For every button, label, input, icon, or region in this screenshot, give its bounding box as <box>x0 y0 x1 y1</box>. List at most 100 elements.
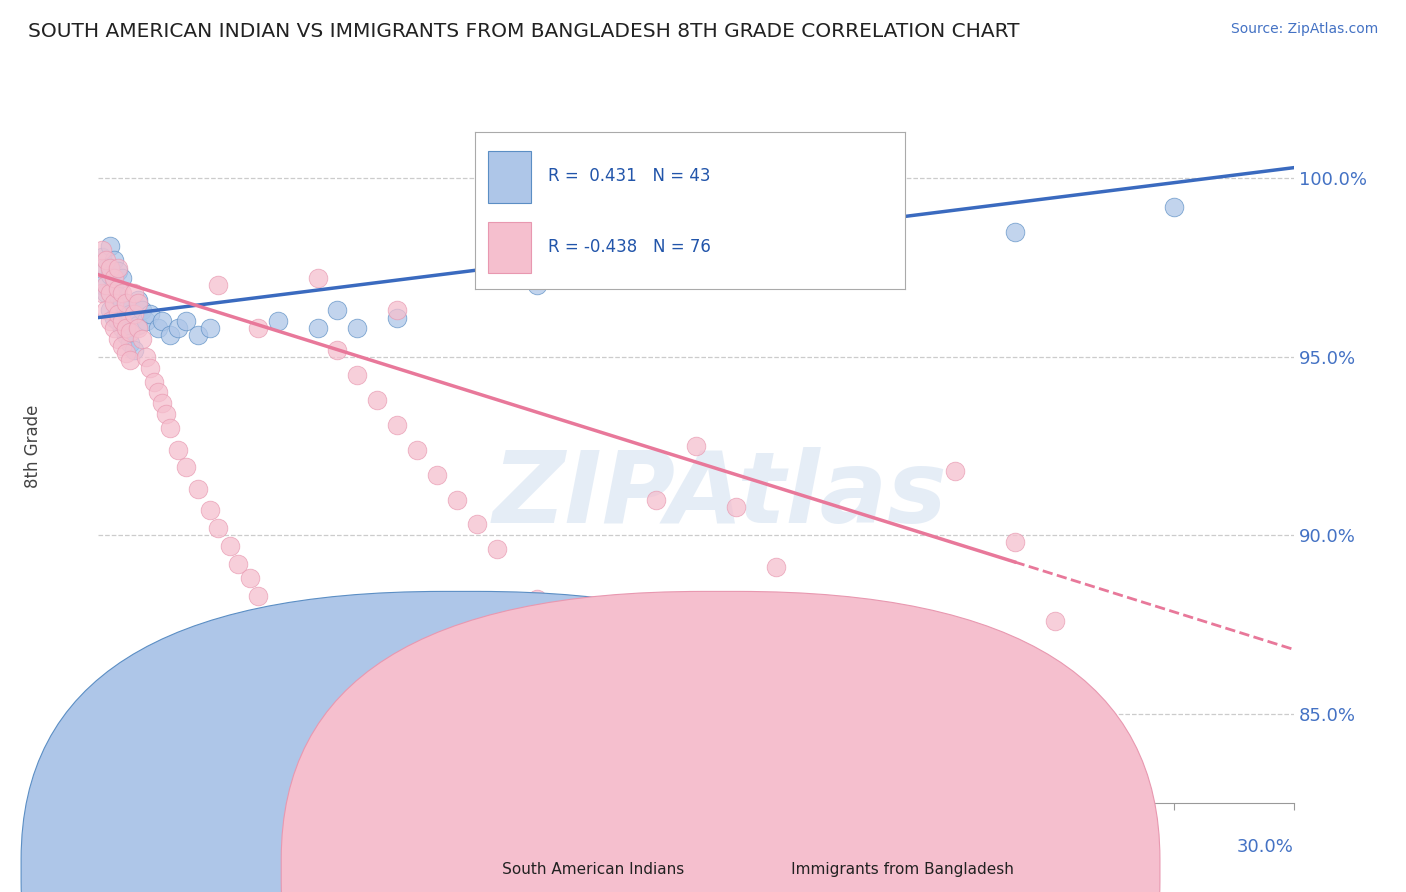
Point <box>103 278 125 293</box>
Point <box>135 314 157 328</box>
Text: 8th Grade: 8th Grade <box>24 404 42 488</box>
Point <box>107 314 129 328</box>
Point <box>120 325 142 339</box>
Point <box>724 500 747 514</box>
Point <box>167 442 190 457</box>
Point <box>115 303 138 318</box>
Point <box>267 314 290 328</box>
Point <box>111 285 134 300</box>
Point <box>645 746 668 760</box>
Text: ZIPAtlas: ZIPAtlas <box>492 448 948 544</box>
Point <box>127 293 149 307</box>
Point <box>111 296 134 310</box>
Point <box>127 321 149 335</box>
Point <box>103 296 125 310</box>
Point <box>765 560 787 574</box>
Point <box>485 542 508 557</box>
Point <box>124 343 146 357</box>
Point <box>135 350 157 364</box>
Point <box>139 307 162 321</box>
Point <box>246 321 269 335</box>
Point <box>943 464 966 478</box>
Text: 0.0%: 0.0% <box>98 838 143 856</box>
Point <box>107 260 129 275</box>
Point <box>100 285 122 300</box>
Point <box>526 278 548 293</box>
Point <box>824 681 846 696</box>
Bar <box>488 151 531 202</box>
Point <box>187 482 209 496</box>
Point <box>385 417 409 432</box>
Point <box>111 271 134 285</box>
Point <box>107 264 129 278</box>
Point <box>115 321 138 335</box>
Point <box>159 421 181 435</box>
Point <box>219 539 242 553</box>
Point <box>307 271 329 285</box>
Point <box>226 557 249 571</box>
Point <box>1043 614 1066 628</box>
Point <box>150 314 173 328</box>
Point <box>198 321 221 335</box>
Bar <box>488 221 531 273</box>
Point <box>107 289 129 303</box>
Point <box>91 250 114 264</box>
Point <box>605 692 627 706</box>
Point <box>207 278 229 293</box>
Point <box>565 642 588 657</box>
Point <box>167 321 190 335</box>
Point <box>100 239 122 253</box>
Point <box>685 439 707 453</box>
Point <box>111 314 134 328</box>
Point <box>174 314 197 328</box>
Point <box>96 253 118 268</box>
Point <box>785 621 807 635</box>
Point <box>100 268 122 282</box>
Point <box>131 332 153 346</box>
Point <box>96 278 118 293</box>
Text: South American Indians: South American Indians <box>468 863 685 877</box>
Point <box>91 260 114 275</box>
Point <box>120 353 142 368</box>
Point <box>346 368 368 382</box>
Point <box>131 303 153 318</box>
Point <box>326 343 349 357</box>
Point <box>465 517 488 532</box>
Point <box>155 407 177 421</box>
Point <box>326 303 349 318</box>
Point <box>115 328 138 343</box>
Point <box>239 571 262 585</box>
Point <box>100 314 122 328</box>
Point <box>187 328 209 343</box>
Point <box>96 285 118 300</box>
Point <box>605 260 627 275</box>
Point <box>385 310 409 325</box>
Point <box>143 375 166 389</box>
Point <box>346 321 368 335</box>
Text: Source: ZipAtlas.com: Source: ZipAtlas.com <box>1230 22 1378 37</box>
Point <box>246 589 269 603</box>
Point <box>150 396 173 410</box>
Point <box>1004 535 1026 549</box>
Point <box>526 592 548 607</box>
Point <box>207 521 229 535</box>
Point <box>115 346 138 360</box>
Point <box>1004 225 1026 239</box>
Point <box>100 303 122 318</box>
Point <box>366 392 388 407</box>
Point <box>267 617 290 632</box>
Point <box>139 360 162 375</box>
Point <box>159 328 181 343</box>
Point <box>100 260 122 275</box>
Point <box>91 278 114 293</box>
Point <box>96 260 118 275</box>
Point <box>124 285 146 300</box>
Point <box>107 307 129 321</box>
Point <box>91 285 114 300</box>
Point <box>307 671 329 685</box>
Text: R = -0.438   N = 76: R = -0.438 N = 76 <box>548 237 711 256</box>
Point <box>103 271 125 285</box>
Point <box>103 310 125 325</box>
Point <box>148 385 170 400</box>
Point <box>107 332 129 346</box>
